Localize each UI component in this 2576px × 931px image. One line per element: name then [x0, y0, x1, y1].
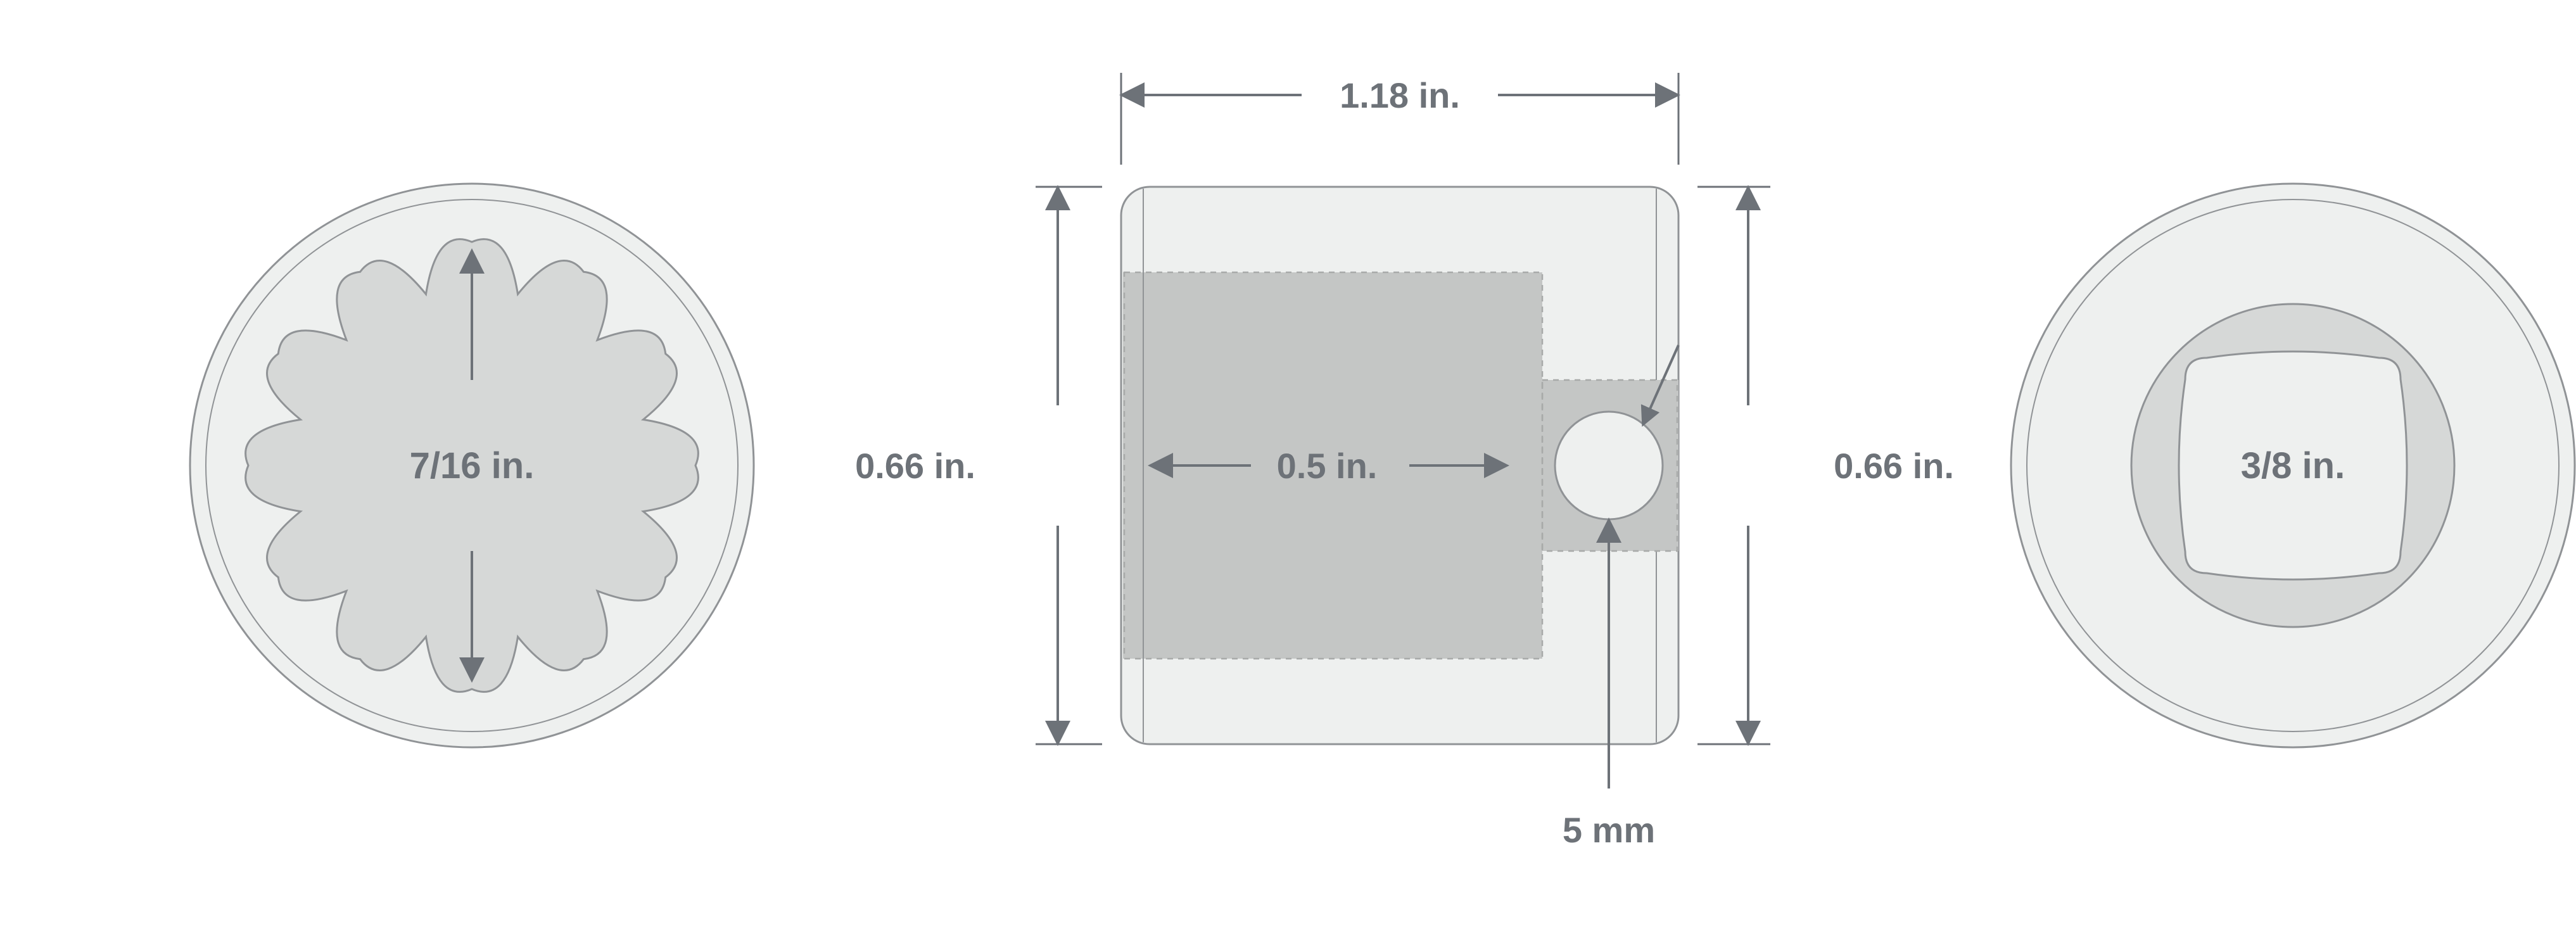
- right-dim-label: 0.66 in.: [1834, 446, 1954, 486]
- diagram-stage: 7/16 in. 1.18 in. 0.66 in. 0.66 in.: [0, 0, 2576, 931]
- rear-view: 3/8 in.: [2011, 184, 2575, 747]
- front-view: 7/16 in.: [190, 184, 754, 747]
- detent-circle: [1555, 412, 1663, 519]
- top-dim-label: 1.18 in.: [1340, 75, 1460, 115]
- depth-label: 0.5 in.: [1277, 446, 1378, 486]
- side-view: 1.18 in. 0.66 in. 0.66 in. 0.5 in.: [855, 73, 1954, 850]
- rear-label: 3/8 in.: [2241, 445, 2345, 486]
- detent-label: 5 mm: [1563, 810, 1655, 850]
- front-label: 7/16 in.: [410, 445, 535, 486]
- left-dim-label: 0.66 in.: [855, 446, 975, 486]
- diagram-svg: 7/16 in. 1.18 in. 0.66 in. 0.66 in.: [0, 0, 2576, 931]
